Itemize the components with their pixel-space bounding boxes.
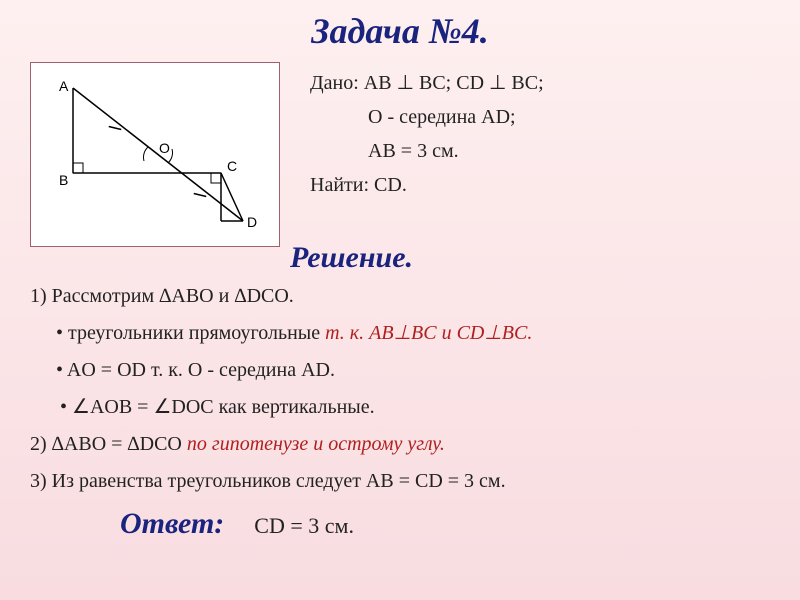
step-3: 3) Из равенства треугольников следует AB…: [30, 464, 770, 499]
geometry-diagram: A B C D O: [30, 62, 280, 247]
svg-text:O: O: [159, 140, 170, 156]
find-prefix: Найти:: [310, 174, 374, 196]
step-1c: • ∠AOB = ∠DOC как вертикальные.: [30, 390, 770, 425]
solution-label: Решение.: [290, 241, 770, 275]
step2-reason: по гипотенузе и острому углу.: [187, 433, 445, 455]
step-1: 1) Рассмотрим ∆ABO и ∆DCO.: [30, 279, 770, 314]
given-line-3: AB = 3 см.: [310, 134, 770, 168]
step2-prefix: 2): [30, 433, 52, 455]
svg-text:B: B: [59, 172, 68, 188]
step1a-prefix: •: [56, 322, 68, 344]
given-line-2: O - середина AD;: [310, 100, 770, 134]
answer-value: CD = 3 см.: [254, 513, 354, 539]
step3-text: Из равенства треугольников следует AB = …: [52, 470, 506, 492]
step1b-prefix: •: [56, 359, 67, 381]
svg-text:C: C: [227, 158, 237, 174]
step-2: 2) ∆ABO = ∆DCO по гипотенузе и острому у…: [30, 427, 770, 462]
step1a-reason: т. к. AB⊥BC и CD⊥BC.: [325, 322, 532, 344]
svg-text:A: A: [59, 78, 69, 94]
given-prefix: Дано:: [310, 72, 364, 94]
svg-text:D: D: [247, 214, 257, 230]
content-area: A B C D O Дано: AB ⊥ BC; CD ⊥ BC; O - се…: [0, 62, 800, 541]
step3-prefix: 3): [30, 470, 52, 492]
step1c-text: ∠AOB = ∠DOC как вертикальные.: [72, 396, 375, 418]
step1-prefix: 1): [30, 285, 52, 307]
answer-label: Ответ:: [120, 507, 224, 541]
given-block: Дано: AB ⊥ BC; CD ⊥ BC; O - середина AD;…: [310, 62, 770, 202]
solution-steps: 1) Рассмотрим ∆ABO и ∆DCO. • треугольник…: [30, 279, 770, 499]
step1-text: Рассмотрим ∆ABO и ∆DCO.: [52, 285, 294, 307]
problem-title: Задача №4.: [0, 0, 800, 52]
given-line-1: AB ⊥ BC; CD ⊥ BC;: [364, 72, 544, 94]
step-1a: • треугольники прямоугольные т. к. AB⊥BC…: [30, 316, 770, 351]
step-1b: • AO = OD т. к. O - середина AD.: [30, 353, 770, 388]
step2-text: ∆ABO = ∆DCO: [52, 433, 187, 455]
step1b-text: AO = OD т. к. O - середина AD.: [67, 359, 335, 381]
step1a-text: треугольники прямоугольные: [68, 322, 325, 344]
step1c-prefix: •: [60, 396, 72, 418]
find-value: CD.: [374, 174, 407, 196]
